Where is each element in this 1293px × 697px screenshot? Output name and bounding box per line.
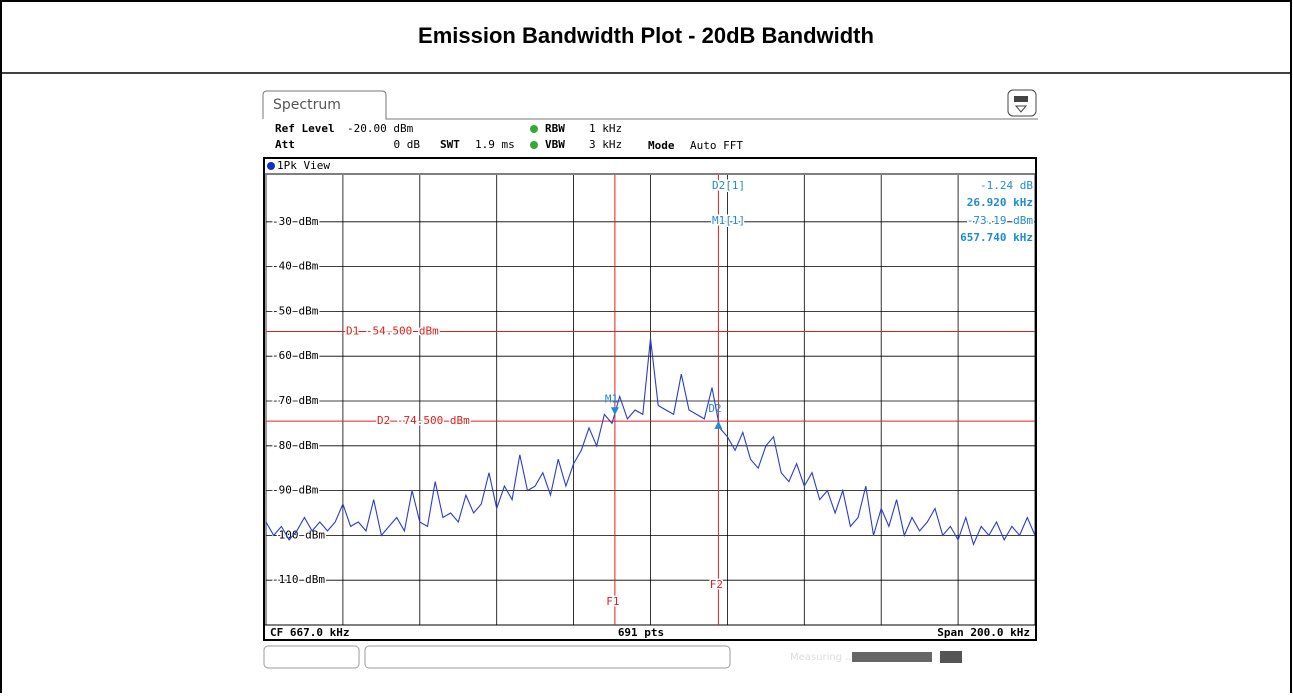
status-icon xyxy=(940,651,962,663)
status-text: Measuring ... xyxy=(790,652,855,663)
setting-label: VBW xyxy=(545,138,565,151)
footer-center: 691 pts xyxy=(618,626,664,639)
display-line-name: D1 xyxy=(346,325,359,338)
display-line-value: -74.500 dBm xyxy=(397,414,470,427)
setting-label: SWT xyxy=(440,138,460,151)
y-tick-label: -100 dBm xyxy=(272,528,325,541)
y-tick-label: -80 dBm xyxy=(272,439,319,452)
setting-label: Att xyxy=(275,138,295,151)
title: Emission Bandwidth Plot - 20dB Bandwidth xyxy=(418,23,874,48)
marker-tag: D2 xyxy=(708,402,721,415)
setting-label: Ref Level xyxy=(275,122,335,135)
view-label: 1Pk View xyxy=(277,159,330,172)
y-tick-label: -30 dBm xyxy=(272,215,319,228)
y-tick-label: -40 dBm xyxy=(272,260,319,273)
plot-frame xyxy=(263,157,1037,641)
display-line-label: D2 -74.500 dBm xyxy=(377,414,470,427)
setting-value: 3 kHz xyxy=(589,138,622,151)
input-field[interactable] xyxy=(364,645,731,669)
y-tick-label: -70 dBm xyxy=(272,394,319,407)
setting-label: RBW xyxy=(545,122,565,135)
display-line-value: -54.500 dBm xyxy=(366,325,439,338)
setting-label: Mode xyxy=(648,139,675,152)
marker-info: D2[1] xyxy=(712,179,745,192)
marker-info: -73.19 dBm xyxy=(967,214,1034,227)
frequency-line-label: F1 xyxy=(606,595,619,608)
y-tick-label: -110 dBm xyxy=(272,573,325,586)
y-tick-label: -50 dBm xyxy=(272,304,319,317)
setting-value: Auto FFT xyxy=(690,139,743,152)
marker-info: 26.920 kHz xyxy=(967,196,1033,209)
screen-icon-glyph xyxy=(1014,96,1028,102)
marker-tag: M1 xyxy=(605,392,618,405)
setting-value: 1 kHz xyxy=(589,122,622,135)
setting-value: -20.00 dBm xyxy=(347,122,414,135)
marker-info: -1.24 dB xyxy=(980,179,1033,192)
plot: -30 dBm -40 dBm -50 dBm -60 dBm -70 dBm -80 d… xyxy=(265,175,1036,625)
marker-info: M1[1] xyxy=(712,214,745,227)
y-tick-label: -60 dBm xyxy=(272,349,319,362)
screen-icon[interactable] xyxy=(1007,89,1037,117)
setting-value: 0 dB xyxy=(394,138,421,151)
display-line-name: D2 xyxy=(377,414,390,427)
progress-bar xyxy=(852,652,932,662)
setting-value: 1.9 ms xyxy=(475,138,515,151)
trace xyxy=(265,338,1035,547)
footer-left: CF 667.0 kHz xyxy=(270,626,349,639)
view-dot xyxy=(267,162,275,170)
display-line-label: D1 -54.500 dBm xyxy=(346,325,439,338)
frequency-line-label: F2 xyxy=(710,578,723,591)
settings: Ref Level -20.00 dBm Att 0 dB SWT 1.9 ms… xyxy=(275,122,743,152)
tab-label[interactable]: Spectrum xyxy=(273,97,341,113)
marker-m1 xyxy=(610,407,619,416)
marker-d2 xyxy=(714,420,723,429)
softkey[interactable] xyxy=(263,645,360,669)
footer-right: Span 200.0 kHz xyxy=(937,626,1030,639)
screen-icon-arrow xyxy=(1014,105,1028,113)
y-tick-label: -90 dBm xyxy=(272,484,319,497)
marker-info: 657.740 kHz xyxy=(960,231,1033,244)
status-dot xyxy=(530,141,538,149)
tab-outline xyxy=(262,90,1038,120)
status-dot xyxy=(530,125,538,133)
